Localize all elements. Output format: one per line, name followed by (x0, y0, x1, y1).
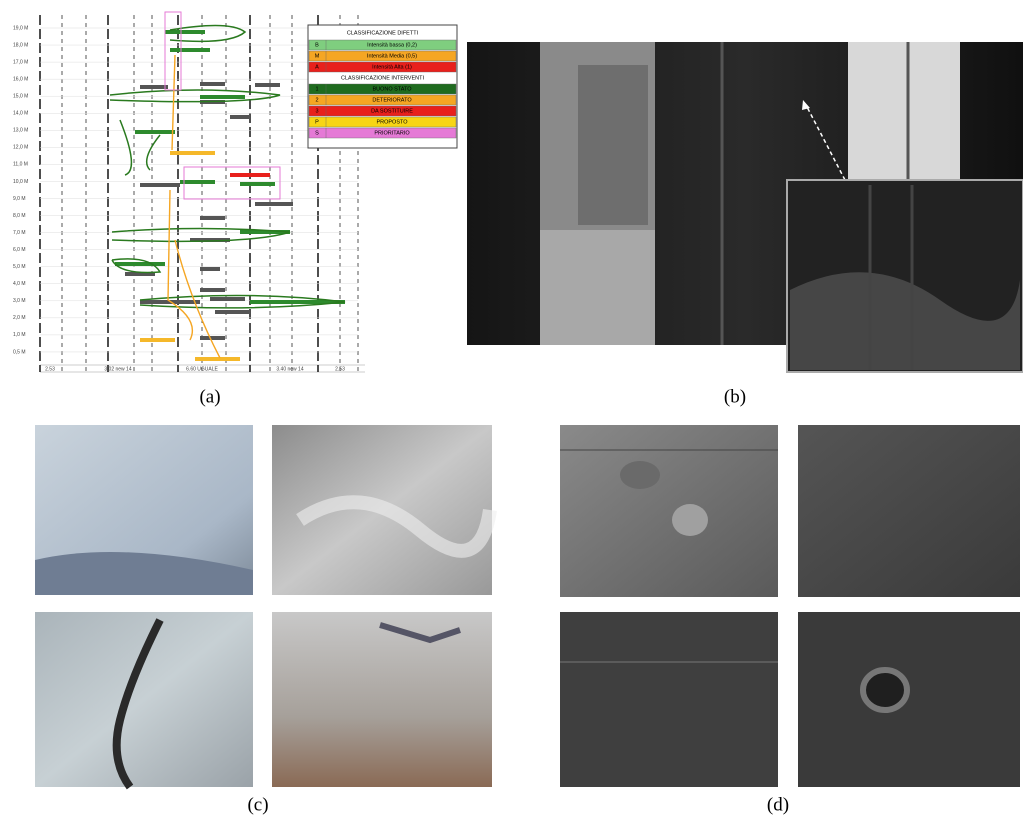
legend-code: M (315, 53, 320, 59)
legend-label: PRIORITARIO (374, 130, 410, 136)
annotation-bar (200, 95, 245, 99)
annotation-bar (180, 180, 215, 184)
annotation-bar (165, 30, 205, 34)
legend-code: 1 (315, 86, 318, 92)
annotation-bar (230, 173, 270, 177)
annotation-bar (230, 115, 250, 119)
row-label: 2,0 M (13, 315, 26, 321)
row-label: 16,0 M (13, 76, 28, 82)
legend-swatch (308, 116, 457, 128)
captions: (a) (b) (c) (d) (199, 386, 789, 815)
row-label: 6,0 M (13, 247, 26, 253)
annotation-bar (250, 300, 345, 304)
row-label: 15,0 M (13, 94, 28, 100)
legend-code: P (315, 119, 319, 125)
panel-a-drawing: 19,0 M18,0 M17,0 M16,0 M15,0 M14,0 M13,0… (10, 10, 458, 378)
highlight-box (183, 166, 281, 200)
annotation-bar (195, 357, 240, 361)
legend-label: PROPOSTO (376, 119, 408, 125)
row-label: 17,0 M (13, 59, 28, 65)
legend-label: BUONO STATO (372, 86, 412, 92)
annotation-bar (200, 216, 225, 220)
annotation-bar (190, 238, 230, 242)
annotation-bar (135, 130, 175, 134)
row-label: 19,0 M (13, 25, 28, 31)
row-label: 5,0 M (13, 264, 26, 270)
legend-title: CLASSIFICAZIONE DIFETTI (347, 30, 419, 36)
trace (109, 24, 346, 309)
row-label: 4,0 M (13, 281, 26, 287)
bottom-label: 2.53 (335, 366, 345, 372)
annotation-bar (115, 262, 165, 266)
legend-label: DA SOSTITUIRE (371, 108, 413, 114)
photo-b (467, 42, 1023, 373)
annotation-bar (170, 151, 215, 155)
annotation-bar (140, 338, 175, 342)
annotation-bar (210, 297, 245, 301)
bottom-label: 3.40 new 14 (276, 366, 303, 372)
annotation-bar (200, 267, 220, 271)
row-label: 1,0 M (13, 332, 26, 338)
caption: (d) (767, 794, 789, 815)
row-label: 0,5 M (13, 349, 26, 355)
annotation-bar (125, 272, 155, 276)
row-label: 10,0 M (13, 179, 28, 185)
caption: (a) (199, 386, 220, 407)
legend-code: 3 (315, 108, 318, 114)
legend-swatch (308, 50, 457, 62)
annotation-bar (140, 183, 180, 187)
legend-swatch (308, 127, 457, 139)
caption: (b) (724, 386, 746, 407)
legend-code: S (315, 130, 319, 136)
annotation-bar (255, 202, 293, 206)
annotation-bar (200, 288, 225, 292)
legend-code: 2 (315, 97, 318, 103)
annotation-bar (140, 85, 168, 89)
bottom-label: 6.60 UGUALE (186, 366, 218, 372)
legend-code: B (315, 42, 319, 48)
row-label: 3,0 M (13, 298, 26, 304)
annotation-bar (240, 182, 275, 186)
legend-swatch (308, 105, 457, 117)
annotation-bar (200, 82, 225, 86)
caption: (c) (247, 794, 268, 815)
annotation-bar (170, 48, 210, 52)
highlight-box (164, 11, 182, 91)
row-label: 9,0 M (13, 196, 26, 202)
legend-label: DETERIORATO (372, 97, 412, 103)
bottom-label: 2.53 (45, 366, 55, 372)
legend-swatch (308, 39, 457, 51)
row-label: 13,0 M (13, 128, 28, 134)
row-label: 11,0 M (13, 162, 28, 168)
legend-swatch (308, 83, 457, 95)
legend-swatch (308, 94, 457, 106)
photos-c (35, 425, 497, 790)
row-label: 7,0 M (13, 230, 26, 236)
legend-label: Intensità Alta (1) (372, 64, 412, 70)
legend-swatch (308, 61, 457, 73)
row-label: 18,0 M (13, 42, 28, 48)
row-label: 12,0 M (13, 145, 28, 151)
annotation-bar (215, 310, 250, 314)
row-label: 14,0 M (13, 111, 28, 117)
bottom-label: 3.02 new 14 (104, 366, 131, 372)
legend-label: Intensità bassa (0,2) (367, 42, 417, 48)
annotation-bar (255, 83, 280, 87)
row-label: 8,0 M (13, 213, 26, 219)
legend-title: CLASSIFICAZIONE INTERVENTI (341, 75, 424, 81)
legend-label: Intensità Media (0,5) (367, 53, 417, 59)
photos-d (560, 425, 1020, 787)
annotation-bar (200, 336, 225, 340)
annotation-bar (240, 230, 290, 234)
trace (167, 54, 221, 359)
legend-code: A (315, 64, 319, 70)
